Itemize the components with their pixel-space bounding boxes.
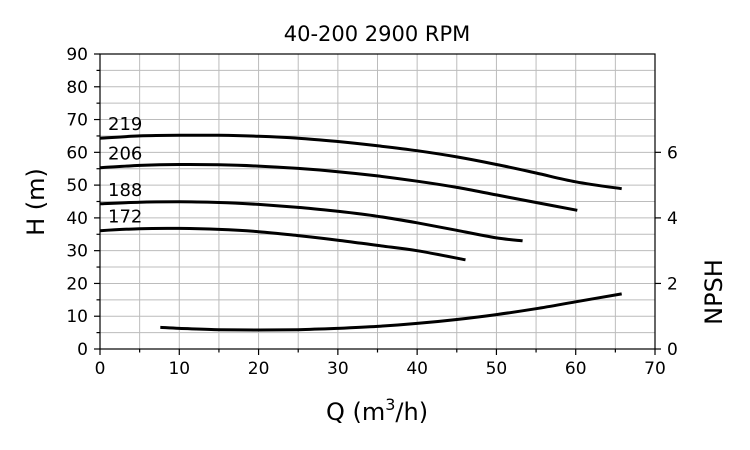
chart-title: 40-200 2900 RPM — [284, 22, 471, 46]
y-axis: 0 10 20 30 40 50 60 70 80 90 — [66, 45, 100, 360]
x-tick-label: 60 — [565, 359, 587, 379]
y-axis-label: H (m) — [22, 168, 50, 236]
y2-axis-label: NPSH — [700, 259, 728, 325]
curve-npsh — [160, 292, 622, 332]
y2-axis: 0 2 4 6 — [655, 143, 678, 360]
x-label-superscript: 3 — [385, 395, 395, 414]
curve-label-219: 219 — [108, 114, 142, 135]
y2-tick-label: 2 — [667, 274, 678, 294]
y-tick-label: 20 — [66, 274, 88, 294]
y2-tick-label: 6 — [667, 143, 678, 163]
curve-impeller-188 — [99, 200, 523, 243]
x-tick-label: 70 — [644, 359, 666, 379]
x-label-rest: /h) — [395, 398, 428, 426]
curve-impeller-219 — [99, 133, 622, 191]
x-tick-label: 10 — [168, 359, 190, 379]
x-tick-label: 30 — [327, 359, 349, 379]
y-tick-label: 90 — [66, 45, 88, 65]
curve-labels: 219 206 188 172 — [108, 114, 142, 227]
x-tick-label: 20 — [248, 359, 270, 379]
y-tick-label: 10 — [66, 307, 88, 327]
y-tick-label: 30 — [66, 242, 88, 262]
y-tick-label: 60 — [66, 143, 88, 163]
grid — [100, 54, 655, 349]
y2-tick-label: 0 — [667, 340, 678, 360]
y2-tick-label: 4 — [667, 209, 678, 229]
curve-impeller-206 — [99, 162, 578, 212]
y-tick-label: 80 — [66, 78, 88, 98]
x-tick-label: 50 — [486, 359, 508, 379]
curve-label-188: 188 — [108, 180, 142, 201]
x-axis: 0 10 20 30 40 50 60 70 — [95, 349, 666, 379]
y-tick-label: 0 — [77, 340, 88, 360]
curve-label-172: 172 — [108, 207, 142, 228]
curve-label-206: 206 — [108, 144, 142, 165]
curves — [99, 133, 622, 332]
y-tick-label: 70 — [66, 111, 88, 131]
x-tick-label: 0 — [95, 359, 106, 379]
curve-impeller-172 — [99, 226, 466, 262]
x-axis-label: Q (m3/h) — [326, 395, 428, 426]
y-tick-label: 50 — [66, 176, 88, 196]
y-tick-label: 40 — [66, 209, 88, 229]
x-tick-label: 40 — [406, 359, 428, 379]
